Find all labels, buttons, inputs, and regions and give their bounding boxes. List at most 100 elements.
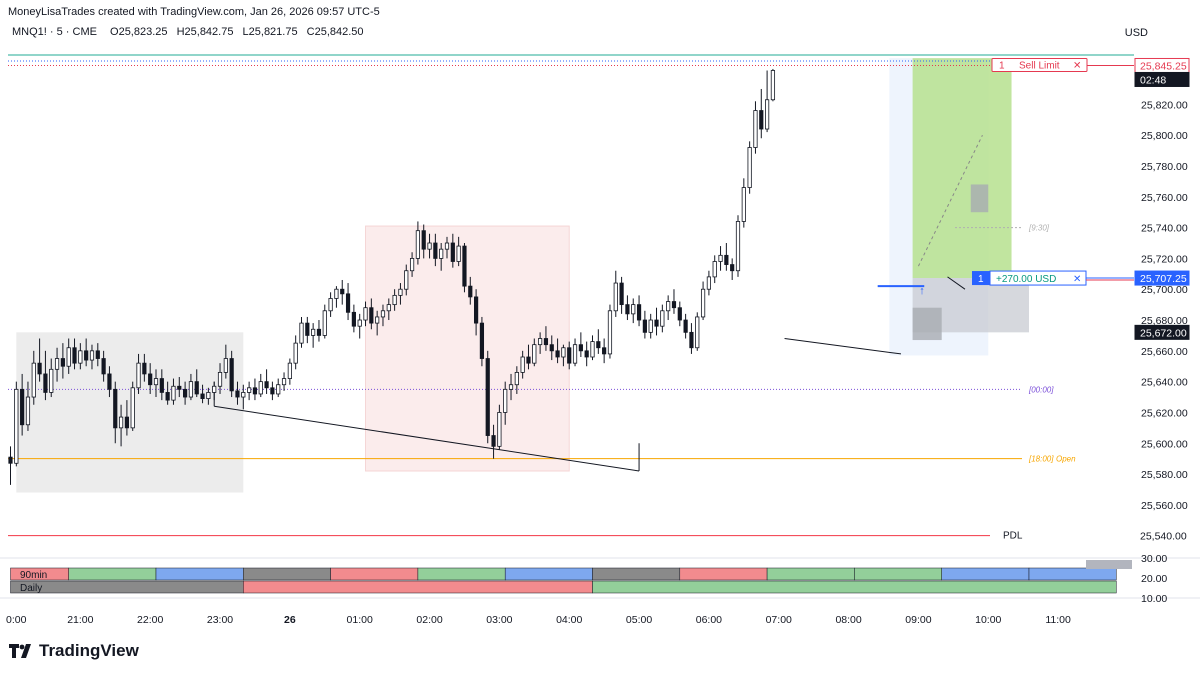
- candle-body: [118, 416, 124, 429]
- candle-body: [386, 304, 391, 312]
- candle-body: [357, 319, 362, 327]
- candle-body: [735, 221, 741, 272]
- sub-y-tick-label: 30.00: [1141, 553, 1167, 565]
- candle-body: [78, 350, 83, 364]
- candle-body: [148, 373, 153, 386]
- x-tick-label: 22:00: [137, 614, 163, 626]
- candle-body: [334, 288, 339, 299]
- candle-body: [316, 328, 322, 336]
- candle-body: [456, 245, 461, 262]
- candle-body: [217, 371, 223, 387]
- sell-limit-label: Sell Limit: [1019, 60, 1060, 71]
- candle-body: [700, 288, 706, 318]
- x-tick-label: 08:00: [835, 614, 861, 626]
- candle-body: [561, 347, 566, 358]
- candle-body: [60, 358, 65, 367]
- band-label: Daily: [20, 583, 42, 594]
- band-segment: [417, 567, 506, 581]
- candle-body: [206, 392, 211, 399]
- x-tick-label: 10:00: [975, 614, 1001, 626]
- candle-body: [567, 347, 572, 364]
- y-tick-label: 25,740.00: [1141, 223, 1188, 235]
- candle-body: [345, 293, 351, 313]
- band-segment: [68, 567, 157, 581]
- price-label-text: 02:48: [1140, 74, 1166, 86]
- candle-body: [159, 378, 164, 393]
- y-tick-label: 25,600.00: [1141, 438, 1188, 450]
- band-segment: [854, 567, 942, 581]
- candle-body: [165, 392, 170, 401]
- candle-body: [753, 110, 758, 148]
- position-pnl: +270.00 USD: [996, 274, 1056, 285]
- candle-body: [113, 388, 118, 429]
- candle-body: [212, 385, 217, 393]
- x-tick-label: 04:00: [556, 614, 582, 626]
- ohlc-legend: MNQ1! · 5 · CME O25,823.25 H25,842.75 L2…: [12, 26, 370, 38]
- candle-body: [299, 322, 304, 344]
- candle-body: [415, 230, 421, 259]
- band-segment: [243, 567, 331, 581]
- candle-body: [398, 288, 403, 296]
- band-segment: [592, 567, 681, 581]
- band-segment: [941, 567, 1030, 581]
- level-label-0: PDL: [1003, 531, 1023, 542]
- candle-body: [497, 412, 502, 447]
- candle-body: [229, 358, 234, 392]
- candle-body: [421, 230, 426, 250]
- candle-body: [433, 242, 438, 259]
- candle-body: [759, 110, 764, 130]
- candle-body: [136, 362, 141, 389]
- level-label-3: [9:30]: [1028, 224, 1050, 233]
- fvg-box-1: [912, 307, 942, 341]
- candle-body: [578, 344, 583, 352]
- candle-body: [72, 347, 77, 364]
- candle-body: [619, 282, 624, 306]
- band-label: 90min: [20, 570, 47, 581]
- candle-body: [188, 381, 194, 398]
- candle-body: [54, 358, 60, 370]
- high-value: H25,842.75: [176, 26, 234, 38]
- candle-body: [107, 373, 112, 390]
- candle-body: [20, 388, 25, 426]
- x-tick-label: 21:00: [67, 614, 93, 626]
- candle-body: [264, 381, 269, 389]
- candle-body: [322, 310, 327, 336]
- x-tick-label: 07:00: [766, 614, 792, 626]
- sell-limit-qty: 1: [999, 60, 1005, 71]
- level-label-2: [00:00]: [1028, 385, 1054, 394]
- candle-body: [351, 311, 356, 327]
- candle-body: [66, 347, 71, 367]
- candle-body: [200, 393, 205, 399]
- candle-body: [462, 245, 467, 287]
- candle-body: [590, 341, 595, 358]
- candle-body: [258, 381, 263, 395]
- y-tick-label: 25,580.00: [1141, 469, 1188, 481]
- candle-body: [235, 390, 240, 398]
- x-tick-label: 11:00: [1045, 614, 1071, 626]
- x-tick-label: 23:00: [207, 614, 233, 626]
- price-label-3: [1134, 324, 1190, 340]
- trend-line-2: [947, 276, 966, 290]
- symbol-label[interactable]: MNQ1! · 5 · CME: [12, 26, 97, 38]
- candle-body: [555, 350, 560, 358]
- y-tick-label: 25,700.00: [1141, 284, 1188, 296]
- position-order: [989, 270, 1087, 286]
- candle-body: [450, 242, 455, 262]
- candle-body: [607, 310, 613, 355]
- sub-y-tick-label: 20.00: [1141, 573, 1167, 585]
- x-tick-label: 02:00: [416, 614, 442, 626]
- candle-body: [724, 254, 729, 265]
- position-qty: 1: [978, 274, 984, 285]
- candle-body: [677, 307, 682, 321]
- candle-body: [706, 276, 712, 290]
- candle-body: [718, 254, 723, 262]
- band-segment: [1028, 567, 1117, 581]
- y-tick-label: 25,680.00: [1141, 315, 1188, 327]
- dashed-projection: [917, 134, 983, 267]
- candle-body: [281, 378, 287, 386]
- price-label-text: 25,845.25: [1140, 60, 1187, 72]
- candle-body: [101, 358, 106, 375]
- y-tick-label: 25,640.00: [1141, 377, 1188, 389]
- y-tick-label: 25,780.00: [1141, 161, 1188, 173]
